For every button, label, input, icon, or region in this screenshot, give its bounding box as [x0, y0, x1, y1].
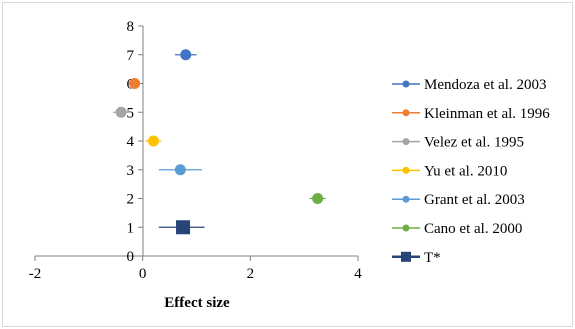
legend-marker: [402, 195, 410, 203]
legend-marker: [402, 166, 410, 174]
y-tick-label: 7: [127, 48, 135, 64]
legend-marker: [401, 251, 411, 262]
x-axis-title: Effect size: [164, 295, 230, 311]
data-point: [129, 78, 141, 89]
legend-marker: [402, 138, 410, 146]
x-tick-label: 2: [247, 266, 255, 282]
legend: Mendoza et al. 2003 Kleinman et al. 1996 V…: [392, 77, 550, 266]
y-tick-label: 3: [127, 163, 135, 179]
y-tick-label: 4: [127, 134, 135, 150]
legend-marker: [402, 80, 410, 88]
legend-label: Mendoza et al. 2003: [424, 77, 546, 93]
legend-label: T*: [424, 250, 441, 266]
x-tick-label: -2: [29, 266, 42, 282]
y-tick-label: 1: [127, 220, 135, 236]
data-point: [176, 220, 191, 235]
y-tick-label: 2: [127, 192, 135, 208]
y-tick-label: 8: [127, 19, 135, 35]
legend-label: Velez et al. 1995: [424, 135, 524, 151]
y-tick-label: 5: [127, 105, 135, 121]
data-point: [180, 49, 192, 61]
legend-label: Cano et al. 2000: [424, 221, 522, 237]
legend-marker: [402, 224, 410, 232]
data-point: [115, 106, 127, 118]
data-point: [312, 193, 324, 204]
data-point: [174, 164, 186, 176]
legend-marker: [402, 109, 410, 117]
x-tick-label: 4: [354, 266, 362, 282]
x-tick-label: 0: [139, 266, 147, 282]
legend-label: Kleinman et al. 1996: [424, 106, 550, 122]
legend-label: Grant et al. 2003: [424, 192, 525, 208]
data-point: [147, 135, 159, 147]
legend-label: Yu et al. 2010: [424, 163, 507, 179]
y-tick-label: 0: [127, 249, 135, 265]
